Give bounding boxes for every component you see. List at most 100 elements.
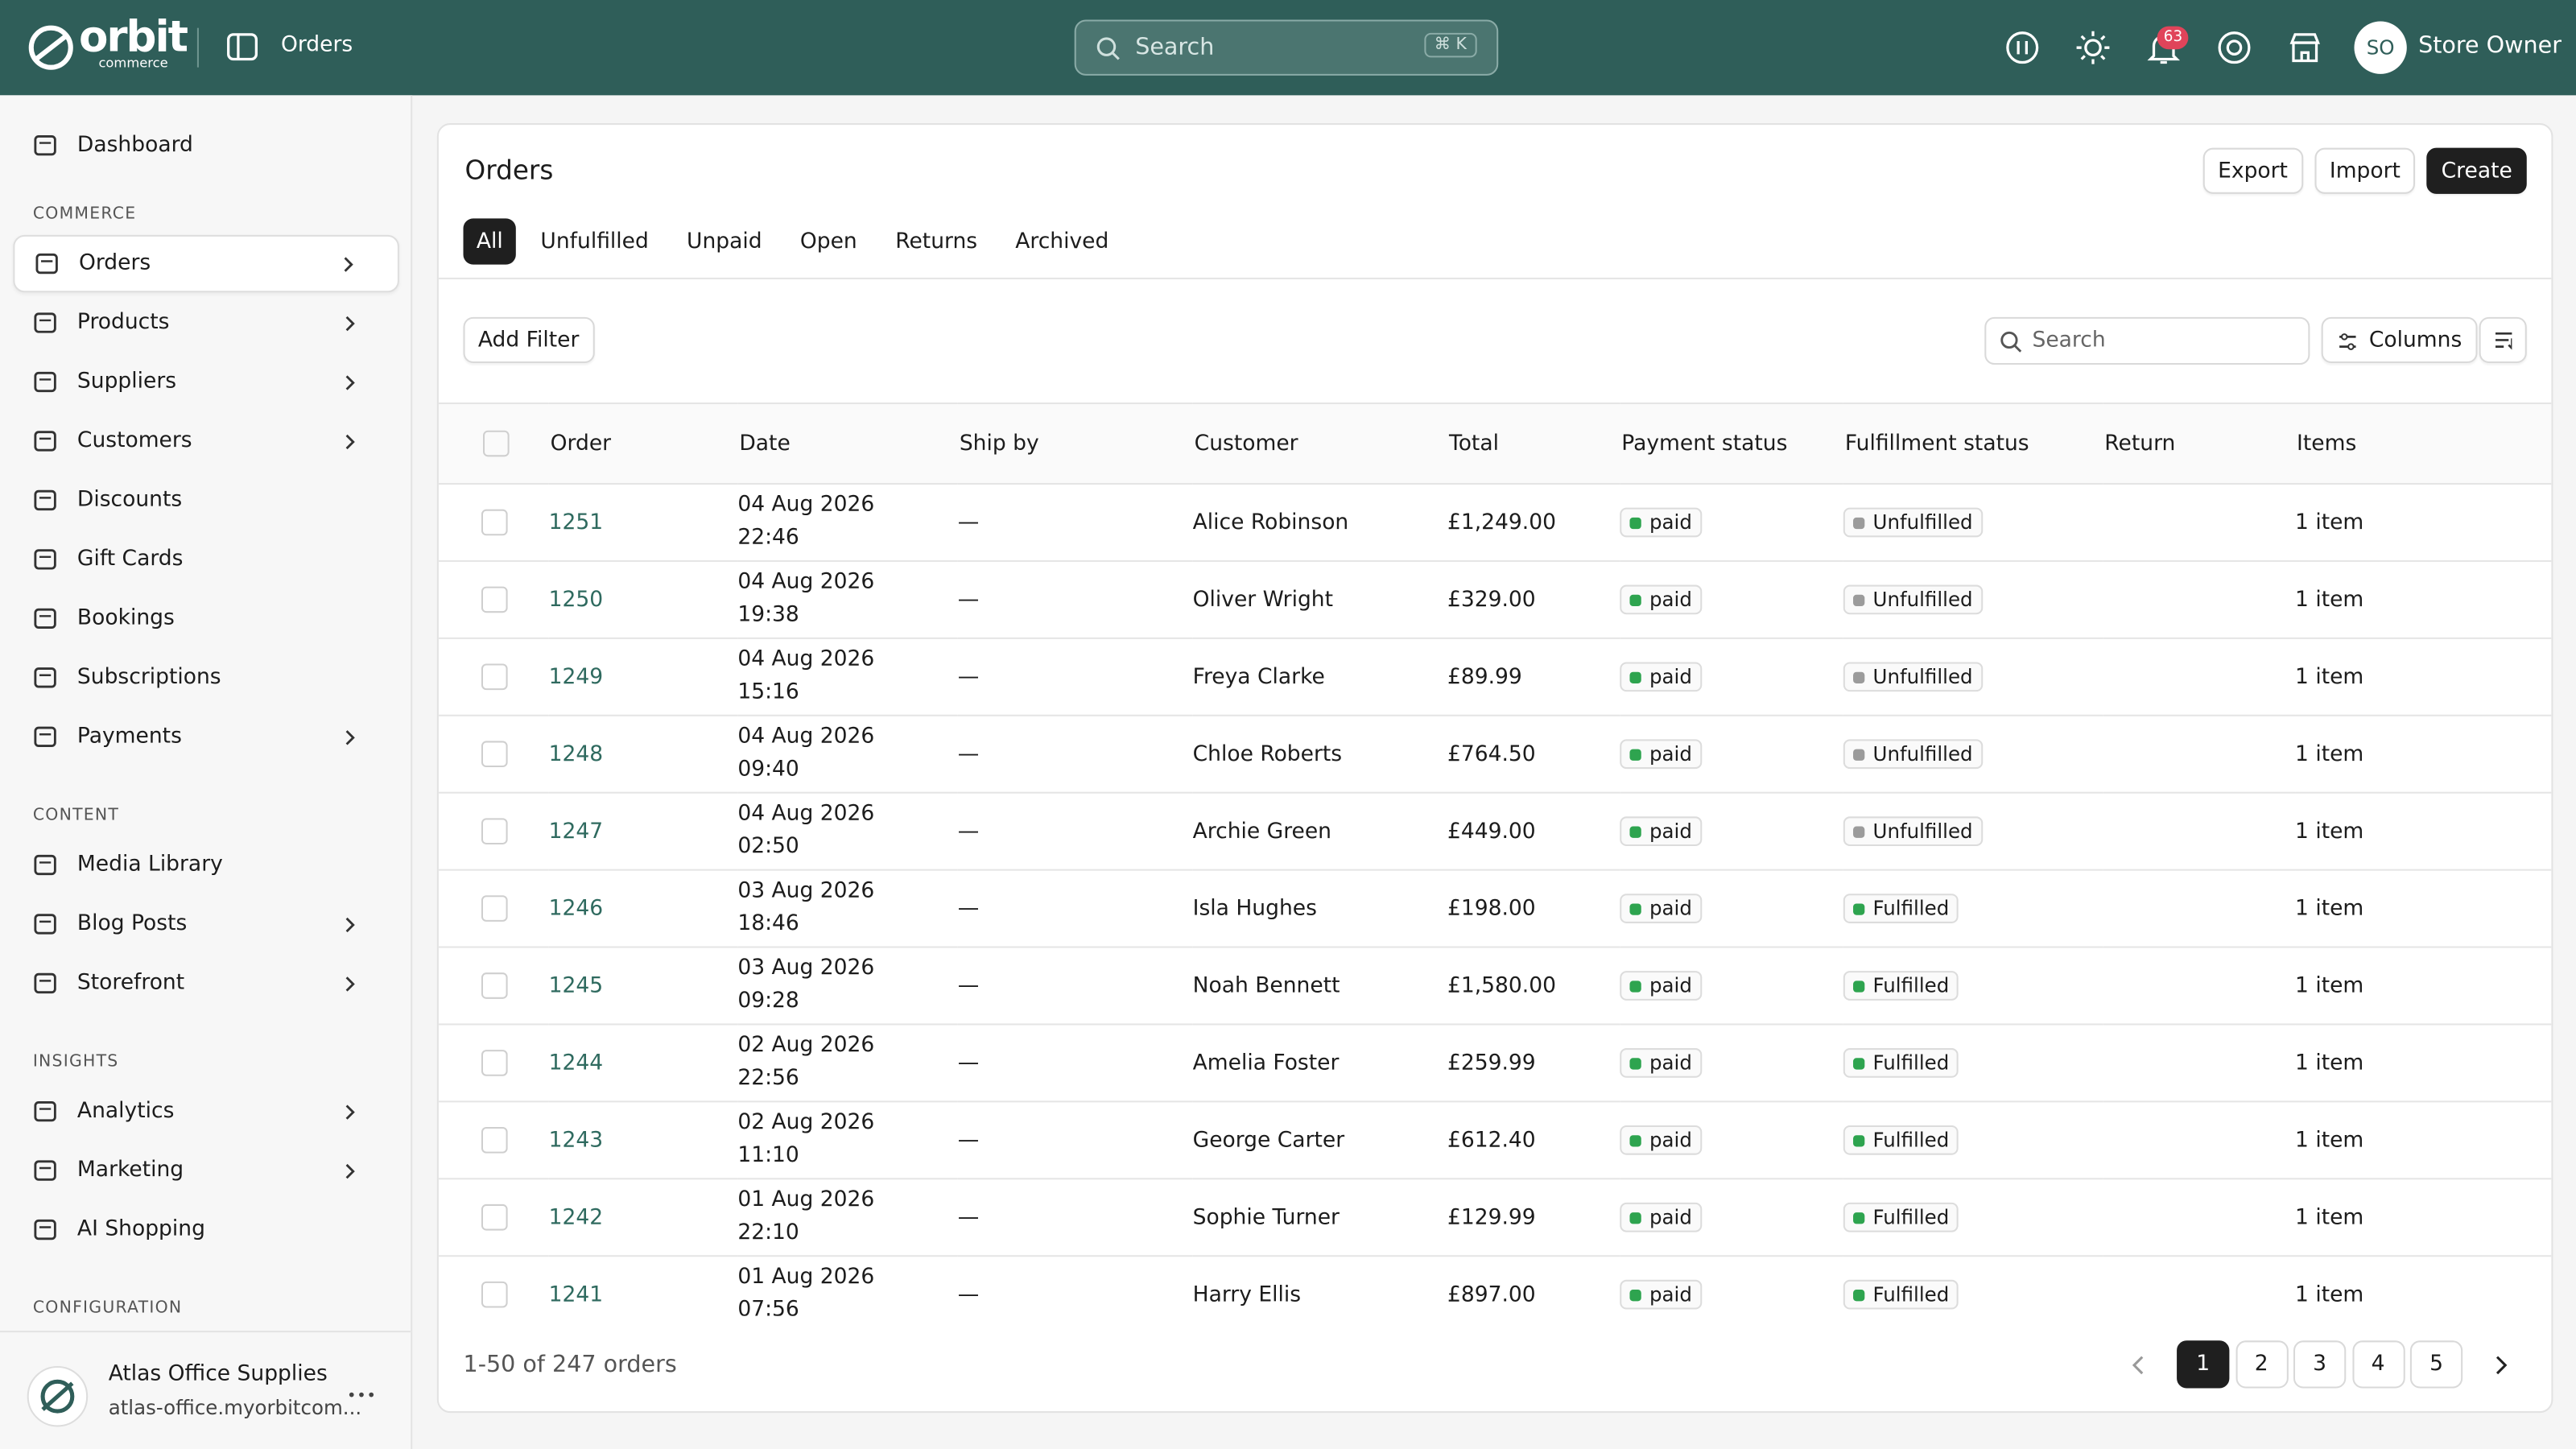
page-button[interactable]: 2 <box>2235 1340 2288 1389</box>
theme-icon[interactable] <box>2075 30 2112 66</box>
nav-item[interactable]: Payments <box>13 708 399 766</box>
checkbox[interactable] <box>481 663 508 691</box>
next-page[interactable] <box>2491 1354 2510 1377</box>
prev-page[interactable] <box>2129 1354 2149 1377</box>
order-link[interactable]: 1244 <box>548 1051 604 1075</box>
order-link[interactable]: 1248 <box>548 741 604 767</box>
page-button[interactable]: 4 <box>2351 1340 2405 1389</box>
tab[interactable]: Unfulfilled <box>540 229 649 254</box>
order-row[interactable]: 1245 03 Aug 2026 09:28 — Noah Bennett £1,580… <box>438 947 2552 1026</box>
checkbox[interactable] <box>481 818 508 844</box>
checkbox[interactable] <box>481 972 508 999</box>
order-link[interactable]: 1245 <box>548 973 604 998</box>
cell: — <box>957 1024 1193 1103</box>
status-dot <box>1629 671 1641 683</box>
checkbox[interactable] <box>481 1281 508 1308</box>
checkbox[interactable] <box>481 1126 508 1154</box>
page-button[interactable]: 3 <box>2293 1340 2347 1389</box>
tab[interactable]: Returns <box>895 229 978 254</box>
fulfillment-status: Unfulfilled <box>1872 665 1973 689</box>
cell: Unfulfilled <box>1843 560 2103 639</box>
checkbox[interactable] <box>482 430 510 457</box>
table-search[interactable]: Search <box>1984 316 2310 365</box>
cell: 1 item <box>2295 1179 2552 1257</box>
global-search[interactable]: Search ⌘ K <box>1074 19 1499 76</box>
nav-item[interactable]: Storefront <box>13 955 399 1012</box>
cell: Isla Hughes <box>1192 869 1447 948</box>
checkbox[interactable] <box>481 741 508 768</box>
nav-item[interactable]: Products <box>13 294 399 351</box>
page-button[interactable]: 1 <box>2177 1340 2230 1389</box>
store-icon[interactable] <box>2287 30 2323 66</box>
order-link[interactable]: 1241 <box>548 1282 604 1307</box>
nav-item[interactable]: Gift Cards <box>13 530 399 588</box>
user-name[interactable]: Store Owner <box>2418 32 2562 60</box>
orders-table: Order Date Ship by Customer Total Payment sta… <box>438 402 2552 1316</box>
nav-item[interactable]: Customers <box>13 412 399 469</box>
tab[interactable]: All <box>463 218 517 265</box>
order-link[interactable]: 1243 <box>548 1128 604 1153</box>
store-switcher[interactable]: Atlas Office Supplies atlas-office.myorb… <box>0 1331 411 1449</box>
order-link[interactable]: 1247 <box>548 819 604 844</box>
checkbox[interactable] <box>481 586 508 613</box>
status-icon[interactable] <box>2004 30 2041 66</box>
add-filter[interactable]: Add Filter <box>463 316 594 364</box>
order-link[interactable]: 1242 <box>548 1204 604 1230</box>
checkbox[interactable] <box>481 895 508 922</box>
cell: 1241 <box>548 1256 738 1316</box>
order-row[interactable]: 1244 02 Aug 2026 22:56 — Amelia Foster £259.… <box>438 1024 2552 1103</box>
avatar[interactable]: SO <box>2354 21 2407 74</box>
tab[interactable]: Open <box>799 229 857 254</box>
order-date: 04 Aug 2026 09:40 <box>737 724 875 782</box>
order-link[interactable]: 1250 <box>548 587 604 613</box>
order-link[interactable]: 1246 <box>548 896 604 921</box>
checkbox[interactable] <box>481 1050 508 1076</box>
order-row[interactable]: 1249 04 Aug 2026 15:16 — Freya Clarke £89.99… <box>438 638 2552 716</box>
cell: paid <box>1620 1101 1843 1180</box>
store-menu[interactable] <box>349 1390 375 1400</box>
tab[interactable]: Archived <box>1015 229 1109 254</box>
tab[interactable]: Unpaid <box>687 229 762 254</box>
order-row[interactable]: 1251 04 Aug 2026 22:46 — Alice Robinson £1,2… <box>438 484 2552 562</box>
nav-item[interactable]: Suppliers <box>13 353 399 411</box>
checkbox[interactable] <box>481 1203 508 1231</box>
sort-button[interactable] <box>2479 316 2527 364</box>
nav-item[interactable]: Orders <box>13 234 399 293</box>
payment-status: paid <box>1649 897 1692 920</box>
order-link[interactable]: 1251 <box>548 510 604 535</box>
order-row[interactable]: 1246 03 Aug 2026 18:46 — Isla Hughes £198.00… <box>438 869 2552 948</box>
order-link[interactable]: 1249 <box>548 664 604 690</box>
cell: 1 item <box>2295 1256 2552 1316</box>
checkbox[interactable] <box>481 509 508 536</box>
header: orbit commerce Orders Search ⌘ K 63 SO S… <box>0 0 2576 96</box>
cell: paid <box>1620 484 1843 562</box>
action-button[interactable]: Create <box>2426 147 2528 194</box>
nav-item[interactable]: Blog Posts <box>13 895 399 952</box>
columns-button[interactable]: Columns <box>2321 316 2477 364</box>
order-row[interactable]: 1243 02 Aug 2026 11:10 — George Carter £612.… <box>438 1101 2552 1180</box>
cell: — <box>957 638 1193 716</box>
sidebar-toggle[interactable] <box>227 33 260 63</box>
order-row[interactable]: 1242 01 Aug 2026 22:10 — Sophie Turner £129.… <box>438 1179 2552 1257</box>
order-row[interactable]: 1247 04 Aug 2026 02:50 — Archie Green £449.0… <box>438 792 2552 871</box>
nav-item[interactable]: Dashboard <box>13 117 399 174</box>
cell: 02 Aug 2026 11:10 <box>737 1101 958 1180</box>
action-button[interactable]: Export <box>2202 147 2303 194</box>
nav-label: Subscriptions <box>76 665 221 691</box>
cell: 01 Aug 2026 22:10 <box>737 1179 958 1257</box>
order-row[interactable]: 1250 04 Aug 2026 19:38 — Oliver Wright £329.… <box>438 560 2552 639</box>
nav-item[interactable]: AI Shopping <box>13 1201 399 1258</box>
nav-item[interactable]: Discounts <box>13 472 399 529</box>
order-row[interactable]: 1248 04 Aug 2026 09:40 — Chloe Roberts £764.… <box>438 715 2552 794</box>
nav-item[interactable]: Subscriptions <box>13 649 399 706</box>
nav-item[interactable]: Media Library <box>13 836 399 894</box>
page-button[interactable]: 5 <box>2409 1340 2463 1389</box>
nav-item[interactable]: Marketing <box>13 1141 399 1199</box>
nav-item[interactable]: Analytics <box>13 1083 399 1140</box>
help-icon[interactable] <box>2216 30 2252 66</box>
order-row[interactable]: 1241 01 Aug 2026 07:56 — Harry Ellis £897.00… <box>438 1256 2552 1316</box>
nav-item[interactable]: Bookings <box>13 590 399 647</box>
cell: — <box>957 715 1193 794</box>
action-button[interactable]: Import <box>2314 147 2416 194</box>
cell: — <box>957 484 1193 562</box>
